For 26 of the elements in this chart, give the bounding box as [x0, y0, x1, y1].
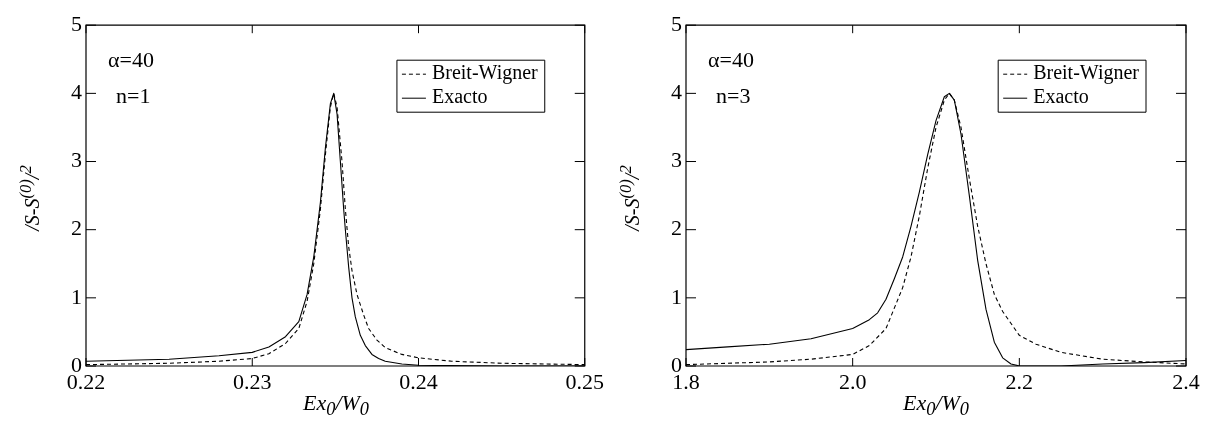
- x-tick-label: 0.23: [233, 368, 272, 394]
- annotation: n=1: [116, 82, 151, 108]
- y-tick-label: 3: [71, 147, 82, 173]
- y-tick-label: 5: [671, 10, 682, 36]
- legend-label: Breit-Wigner: [1033, 61, 1140, 85]
- x-tick-label: 0.25: [565, 368, 604, 394]
- x-tick-label: 2.0: [838, 368, 867, 394]
- y-tick-label: 1: [671, 283, 682, 309]
- y-tick-label: 5: [71, 10, 82, 36]
- legend-label: Breit-Wigner: [431, 61, 539, 85]
- y-tick-label: 2: [671, 215, 682, 241]
- x-axis-title: Ex$_{0}$/W$_{0}$: [303, 390, 369, 420]
- x-tick-label: 2.2: [1005, 368, 1034, 394]
- y-tick-label: 4: [671, 79, 682, 105]
- y-tick-label: 4: [71, 79, 82, 105]
- x-axis-title: Ex$_{0}$/W$_{0}$: [903, 390, 969, 420]
- annotation: α=40: [708, 46, 754, 72]
- x-tick-label: 2.4: [1172, 368, 1200, 394]
- x-tick-label: 0.24: [399, 368, 438, 394]
- y-tick-label: 3: [671, 147, 682, 173]
- legend-label: Exacto: [431, 85, 488, 108]
- y-tick-label: 1: [71, 283, 82, 309]
- legend-label: Exacto: [1033, 85, 1089, 108]
- y-tick-label: 2: [71, 215, 82, 241]
- annotation: α=40: [108, 46, 154, 72]
- annotation: n=3: [716, 82, 751, 108]
